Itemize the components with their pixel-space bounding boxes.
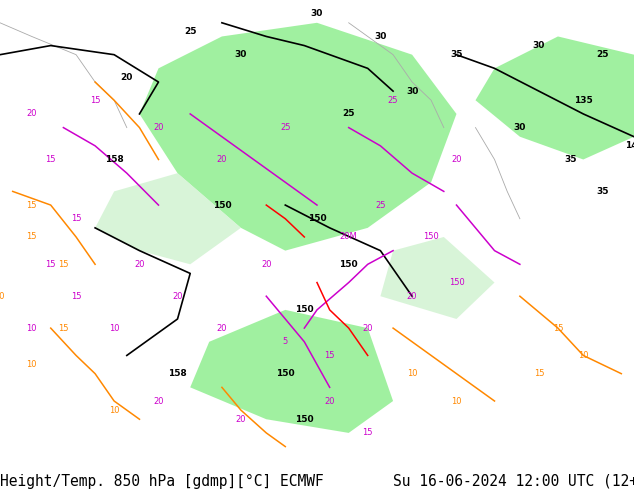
Text: 10: 10 xyxy=(407,369,417,378)
Text: 10: 10 xyxy=(451,396,462,406)
Text: 20: 20 xyxy=(0,292,5,301)
Text: 20: 20 xyxy=(407,292,417,301)
Text: 20: 20 xyxy=(236,415,246,424)
Text: Height/Temp. 850 hPa [gdmp][°C] ECMWF: Height/Temp. 850 hPa [gdmp][°C] ECMWF xyxy=(0,474,324,489)
Text: 20: 20 xyxy=(261,260,271,269)
Polygon shape xyxy=(190,310,393,433)
Text: 150: 150 xyxy=(339,260,358,269)
Text: 5: 5 xyxy=(283,337,288,346)
Polygon shape xyxy=(476,36,634,160)
Text: Su 16-06-2024 12:00 UTC (12+240): Su 16-06-2024 12:00 UTC (12+240) xyxy=(393,474,634,489)
Text: 20: 20 xyxy=(172,292,183,301)
Text: 15: 15 xyxy=(90,96,100,105)
Text: 15: 15 xyxy=(46,155,56,164)
Text: 10: 10 xyxy=(109,323,119,333)
Text: 25: 25 xyxy=(596,50,609,59)
Text: 15: 15 xyxy=(553,323,563,333)
Text: 158: 158 xyxy=(168,369,187,378)
Text: 150: 150 xyxy=(276,369,295,378)
Text: 15: 15 xyxy=(71,214,81,223)
Text: 150: 150 xyxy=(212,200,231,210)
Text: 20: 20 xyxy=(217,323,227,333)
Text: 15: 15 xyxy=(58,323,68,333)
Text: 20: 20 xyxy=(451,155,462,164)
Text: 10: 10 xyxy=(27,360,37,369)
Text: 25: 25 xyxy=(375,200,385,210)
Text: 15: 15 xyxy=(27,232,37,242)
Polygon shape xyxy=(95,173,241,264)
Text: 30: 30 xyxy=(235,50,247,59)
Text: 20: 20 xyxy=(120,73,133,82)
Text: 135: 135 xyxy=(574,96,593,105)
Text: 10: 10 xyxy=(109,406,119,415)
Text: 30: 30 xyxy=(533,41,545,50)
Polygon shape xyxy=(380,237,495,319)
Text: 150: 150 xyxy=(449,278,464,287)
Text: 25: 25 xyxy=(388,96,398,105)
Text: 20: 20 xyxy=(153,123,164,132)
Text: 20M: 20M xyxy=(340,232,358,242)
Text: 150: 150 xyxy=(424,232,439,242)
Text: 35: 35 xyxy=(596,187,609,196)
Text: 25: 25 xyxy=(280,123,290,132)
Text: 150: 150 xyxy=(295,415,314,424)
Text: 20: 20 xyxy=(153,396,164,406)
Text: 35: 35 xyxy=(450,50,463,59)
Text: 20: 20 xyxy=(27,109,37,119)
Text: 20: 20 xyxy=(217,155,227,164)
Polygon shape xyxy=(139,23,456,251)
Text: 25: 25 xyxy=(342,109,355,119)
Text: 15: 15 xyxy=(71,292,81,301)
Text: 35: 35 xyxy=(564,155,577,164)
Text: 15: 15 xyxy=(325,351,335,360)
Text: 20: 20 xyxy=(363,323,373,333)
Text: 30: 30 xyxy=(514,123,526,132)
Text: 30: 30 xyxy=(406,87,418,96)
Text: 15: 15 xyxy=(58,260,68,269)
Text: 15: 15 xyxy=(363,428,373,438)
Text: 15: 15 xyxy=(27,200,37,210)
Text: 20: 20 xyxy=(134,260,145,269)
Text: 10: 10 xyxy=(27,323,37,333)
Text: 25: 25 xyxy=(184,27,197,36)
Text: 15: 15 xyxy=(534,369,544,378)
Text: 150: 150 xyxy=(307,214,327,223)
Text: 150: 150 xyxy=(295,305,314,315)
Text: 10: 10 xyxy=(578,351,588,360)
Text: 158: 158 xyxy=(105,155,124,164)
Text: 20: 20 xyxy=(325,396,335,406)
Text: 142: 142 xyxy=(624,141,634,150)
Text: 15: 15 xyxy=(46,260,56,269)
Text: 30: 30 xyxy=(374,32,387,41)
Text: 30: 30 xyxy=(311,9,323,18)
